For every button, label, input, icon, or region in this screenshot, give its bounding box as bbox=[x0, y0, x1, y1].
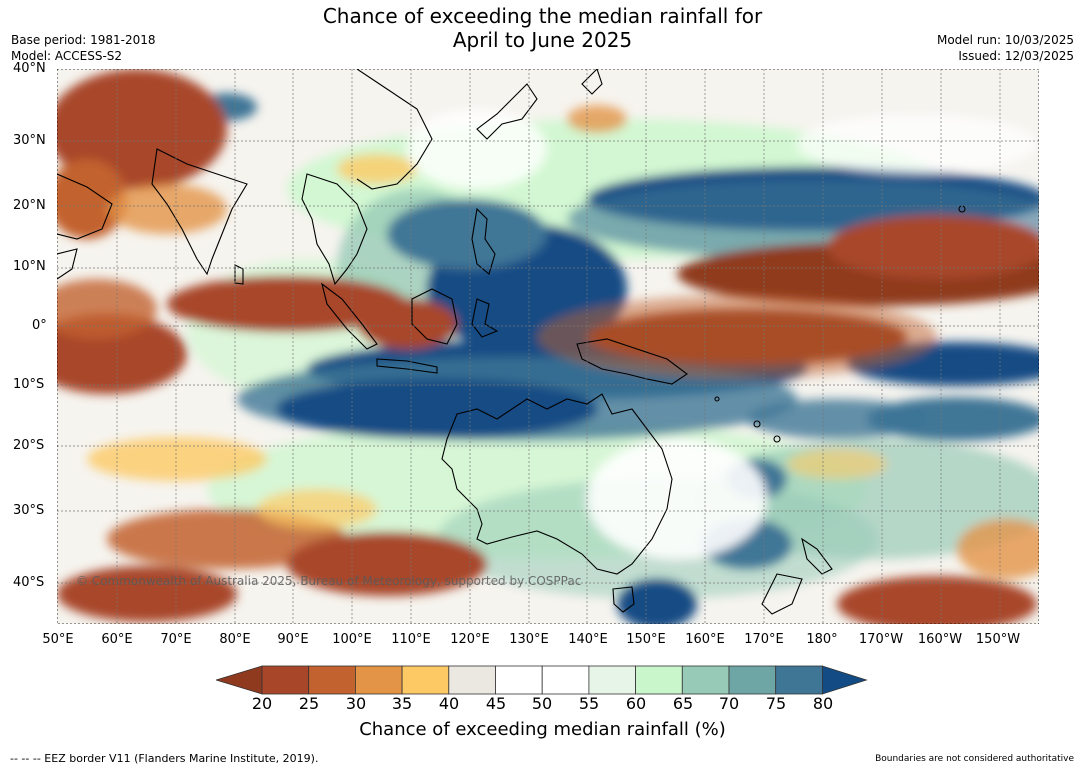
lon-label-130e: 130°E bbox=[509, 632, 549, 647]
eez-border-note: -- -- -- EEZ border V11 (Flanders Marine… bbox=[10, 752, 319, 765]
colorbar-tick-70: 70 bbox=[718, 694, 740, 713]
issued-date: Issued: 12/03/2025 bbox=[958, 49, 1074, 63]
colorbar-cell bbox=[728, 665, 777, 695]
lat-label-40n: 40°N bbox=[13, 61, 46, 76]
model-run: Model run: 10/03/2025 bbox=[936, 33, 1074, 47]
probability-fields bbox=[57, 69, 1039, 624]
colorbar-tick-20: 20 bbox=[251, 694, 273, 713]
colorbar-cell bbox=[448, 665, 496, 695]
lon-label-70e: 70°E bbox=[160, 632, 192, 647]
lon-label-160e: 160°E bbox=[685, 632, 725, 647]
lon-label-140e: 140°E bbox=[568, 632, 608, 647]
colorbar-tick-25: 25 bbox=[298, 694, 320, 713]
lat-label-20s: 20°S bbox=[13, 438, 45, 453]
lon-label-120e: 120°E bbox=[450, 632, 490, 647]
lon-label-80e: 80°E bbox=[219, 632, 251, 647]
colorbar-tick-60: 60 bbox=[625, 694, 647, 713]
colorbar-extend-high bbox=[822, 665, 868, 695]
meta-left: Base period: 1981-2018 Model: ACCESS-S2 bbox=[11, 32, 156, 64]
colorbar-cell bbox=[681, 665, 730, 695]
lat-label-10n: 10°N bbox=[13, 259, 46, 274]
colorbar-tick-65: 65 bbox=[672, 694, 694, 713]
colorbar-tick-55: 55 bbox=[578, 694, 600, 713]
lon-label-160w: 160°W bbox=[917, 632, 963, 647]
lat-label-equator: 0° bbox=[32, 318, 47, 333]
lon-label-180: 180° bbox=[806, 632, 838, 647]
colorbar-extend-low bbox=[216, 665, 263, 695]
colorbar-cell bbox=[261, 665, 310, 695]
lon-label-170w: 170°W bbox=[858, 632, 904, 647]
lon-label-90e: 90°E bbox=[277, 632, 309, 647]
colorbar-cells bbox=[216, 665, 868, 695]
colorbar-tick-50: 50 bbox=[531, 694, 553, 713]
colorbar-cell bbox=[775, 665, 823, 695]
colorbar-cell bbox=[635, 665, 683, 695]
colorbar-cell bbox=[541, 665, 590, 695]
colorbar-title: Chance of exceeding median rainfall (%) bbox=[359, 719, 726, 740]
meta-right: Model run: 10/03/2025 Issued: 12/03/2025 bbox=[937, 32, 1074, 64]
colorbar-cell bbox=[588, 665, 636, 695]
lon-label-60e: 60°E bbox=[101, 632, 133, 647]
lon-label-100e: 100°E bbox=[332, 632, 372, 647]
colorbar-tick-30: 30 bbox=[345, 694, 367, 713]
lon-label-110e: 110°E bbox=[391, 632, 431, 647]
map-title: Chance of exceeding the median rainfall … bbox=[0, 4, 1085, 52]
lon-label-150e: 150°E bbox=[626, 632, 666, 647]
base-period: Base period: 1981-2018 bbox=[11, 33, 156, 47]
lat-label-10s: 10°S bbox=[13, 377, 45, 392]
colorbar-tick-35: 35 bbox=[391, 694, 413, 713]
copyright-notice: © Commonwealth of Australia 2025, Bureau… bbox=[76, 574, 582, 588]
lat-label-30n: 30°N bbox=[13, 133, 46, 148]
colorbar bbox=[216, 665, 868, 695]
title-line-1: Chance of exceeding the median rainfall … bbox=[322, 4, 763, 28]
colorbar-cell bbox=[308, 665, 356, 695]
colorbar-cell bbox=[401, 665, 450, 695]
map-canvas bbox=[57, 69, 1039, 624]
coastline-lines bbox=[57, 69, 966, 615]
lon-label-150w: 150°W bbox=[975, 632, 1021, 647]
colorbar-tick-45: 45 bbox=[485, 694, 507, 713]
colorbar-cell bbox=[354, 665, 403, 695]
graticule bbox=[57, 69, 1039, 624]
lat-label-30s: 30°S bbox=[13, 503, 45, 518]
lon-label-170e: 170°E bbox=[744, 632, 784, 647]
model-name: Model: ACCESS-S2 bbox=[11, 49, 123, 63]
lat-label-40s: 40°S bbox=[13, 575, 45, 590]
colorbar-tick-75: 75 bbox=[765, 694, 787, 713]
colorbar-cell bbox=[495, 665, 543, 695]
colorbar-tick-80: 80 bbox=[812, 694, 834, 713]
boundaries-disclaimer: Boundaries are not considered authoritat… bbox=[875, 754, 1074, 764]
lat-label-20n: 20°N bbox=[13, 198, 46, 213]
lon-label-50e: 50°E bbox=[42, 632, 74, 647]
rainfall-map bbox=[57, 69, 1039, 624]
colorbar-tick-40: 40 bbox=[438, 694, 460, 713]
title-line-2: April to June 2025 bbox=[452, 28, 633, 52]
